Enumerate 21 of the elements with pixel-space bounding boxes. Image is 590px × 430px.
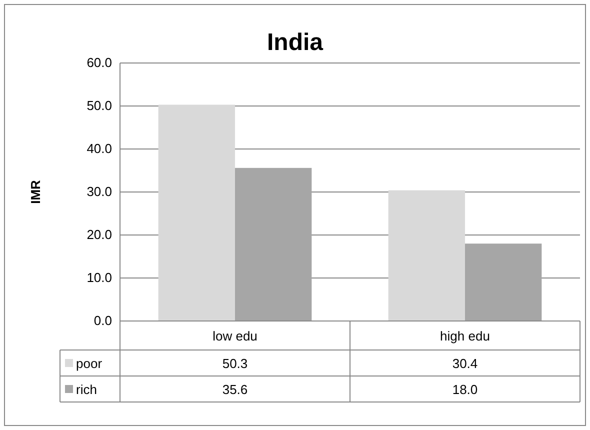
- y-tick-label: 60.0: [86, 55, 112, 70]
- chart-title: India: [266, 29, 324, 56]
- x-tick-label: low edu: [212, 328, 258, 344]
- y-axis-title: IMR: [28, 179, 43, 204]
- y-tick-label: 20.0: [86, 227, 112, 242]
- legend-label: rich: [76, 382, 97, 397]
- bar: [235, 168, 312, 321]
- bar: [158, 104, 235, 321]
- bar: [388, 190, 465, 321]
- bar: [465, 244, 542, 321]
- y-tick-label: 50.0: [86, 98, 112, 114]
- y-tick-label: 30.0: [86, 184, 112, 200]
- data-label: 50.3: [222, 356, 248, 371]
- y-tick-label: 0.0: [94, 313, 112, 328]
- y-tick-label: 40.0: [86, 141, 112, 156]
- data-label: 35.6: [222, 382, 248, 397]
- data-label: 18.0: [452, 382, 478, 397]
- data-label: 30.4: [452, 356, 478, 371]
- y-tick-label: 10.0: [86, 270, 112, 286]
- legend-label: poor: [76, 356, 103, 371]
- x-tick-label: high edu: [440, 328, 490, 344]
